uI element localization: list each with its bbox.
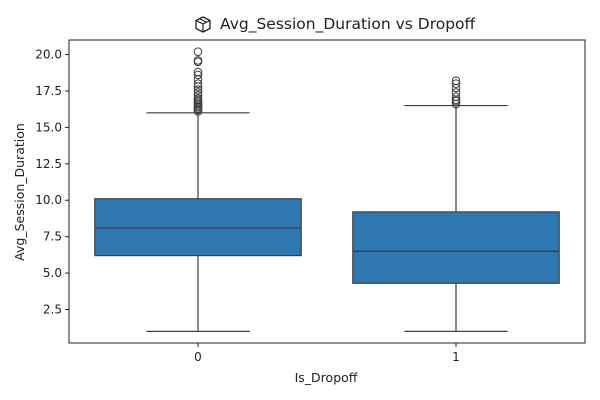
x-tick-label: 0 xyxy=(194,350,202,364)
outlier-point xyxy=(193,56,203,65)
y-tick-label: 7.5 xyxy=(43,230,62,244)
box-group-0 xyxy=(94,47,302,332)
outlier-point xyxy=(193,85,203,94)
iqr-box xyxy=(94,198,302,257)
x-tick-label: 1 xyxy=(452,350,460,364)
x-axis-label: Is_Dropoff xyxy=(295,370,358,385)
y-tick-label: 15.0 xyxy=(35,120,62,134)
y-tick-label: 2.5 xyxy=(43,302,62,316)
outlier-point xyxy=(451,76,461,86)
outlier-point xyxy=(193,47,203,56)
boxes-layer xyxy=(94,47,560,332)
outlier-point xyxy=(451,88,461,97)
outlier-point xyxy=(451,83,461,93)
outlier-point xyxy=(193,79,203,89)
outlier-point xyxy=(451,79,461,89)
y-tick-label: 10.0 xyxy=(35,193,62,207)
y-axis: 2.5 5.0 7.5 10.0 12.5 15.0 17.5 20.0 xyxy=(35,48,69,316)
outlier-point xyxy=(193,70,203,80)
package-box-icon xyxy=(195,16,211,33)
outlier-point xyxy=(193,88,203,97)
iqr-box xyxy=(352,211,560,284)
y-tick-label: 12.5 xyxy=(35,157,62,171)
chart-title: Avg_Session_Duration vs Dropoff xyxy=(195,15,476,34)
outlier-point xyxy=(451,92,461,102)
y-tick-label: 17.5 xyxy=(35,84,62,98)
outlier-point xyxy=(193,93,203,103)
y-tick-label: 5.0 xyxy=(43,266,62,280)
outlier-point xyxy=(193,91,203,100)
plot-area-frame xyxy=(68,39,586,344)
y-tick-label: 20.0 xyxy=(35,48,62,62)
outlier-point xyxy=(193,67,203,77)
chart-title-text: Avg_Session_Duration vs Dropoff xyxy=(220,15,476,34)
outlier-point xyxy=(193,75,203,84)
y-axis-label: Avg_Session_Duration xyxy=(12,123,27,261)
box-group-1 xyxy=(352,76,560,332)
